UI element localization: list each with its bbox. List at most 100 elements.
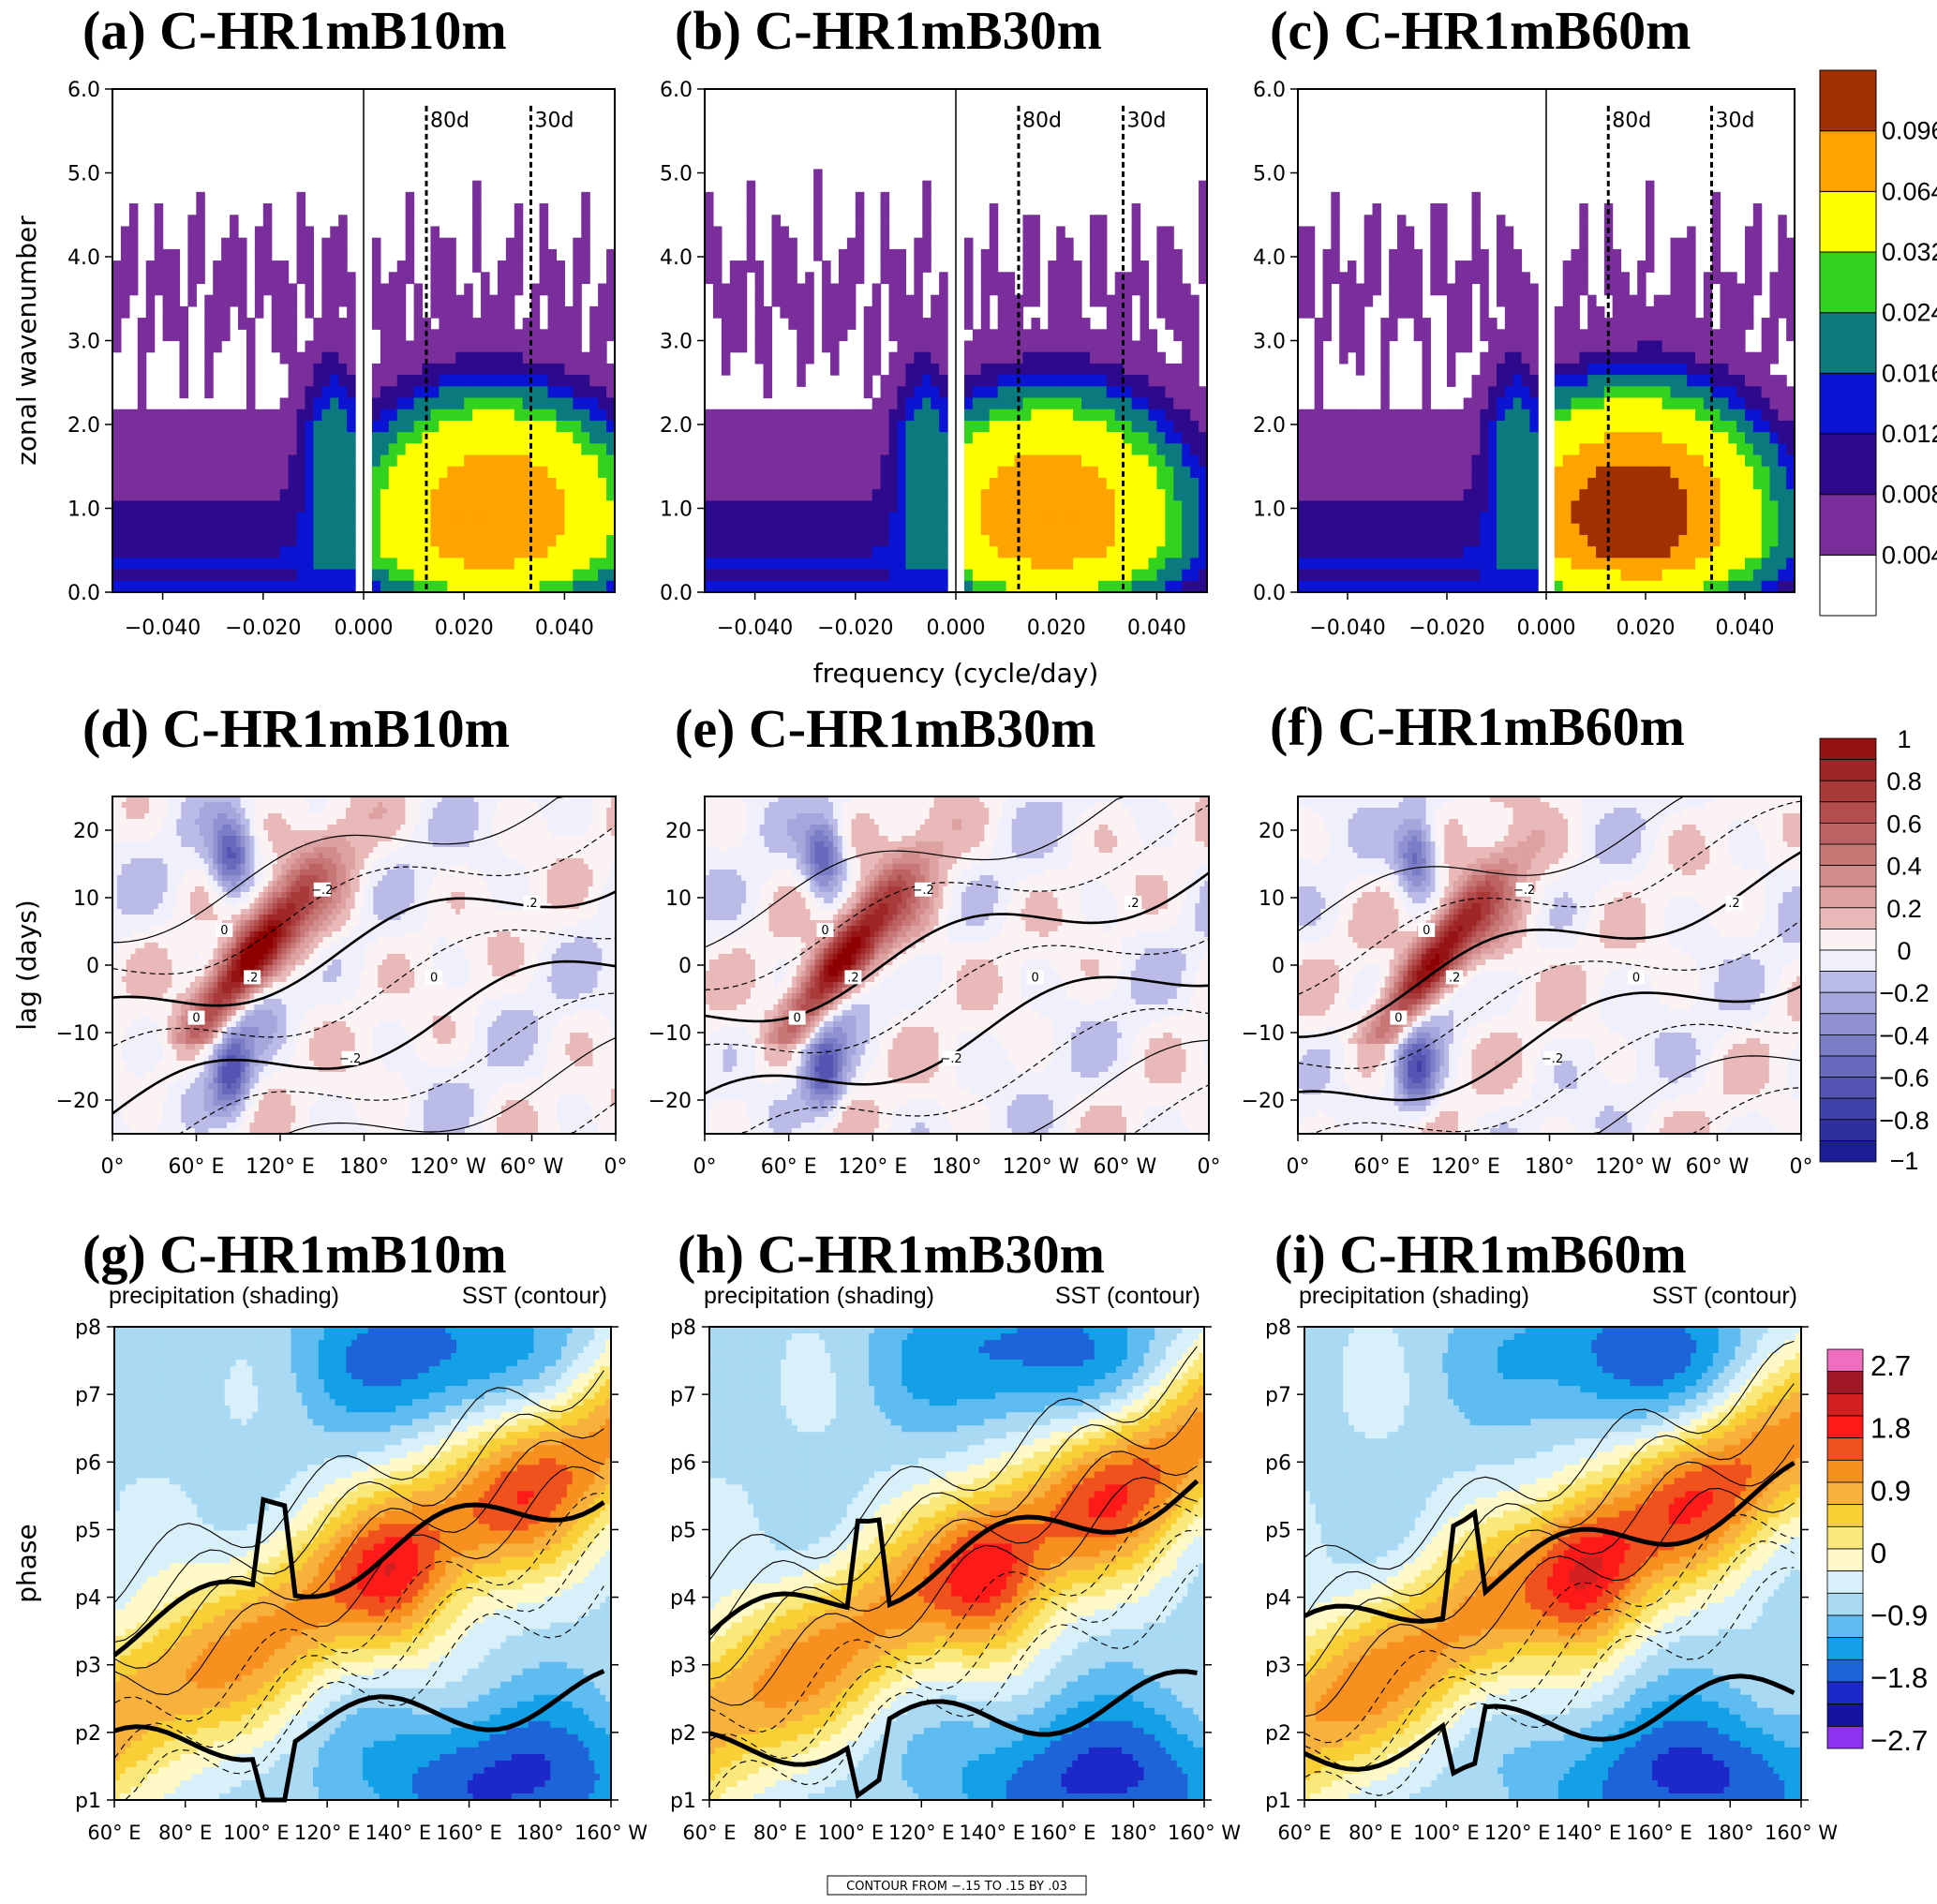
cell <box>1769 512 1779 525</box>
cell <box>888 363 899 376</box>
cell <box>380 580 390 593</box>
cell <box>1031 318 1040 330</box>
cell <box>1363 546 1374 558</box>
cell <box>1471 558 1481 571</box>
cell <box>813 477 823 490</box>
cell <box>1629 477 1638 490</box>
cell <box>1430 489 1439 501</box>
cell <box>447 375 456 387</box>
cell <box>914 318 923 330</box>
cell <box>162 796 169 803</box>
cell <box>729 283 739 296</box>
cell <box>1089 351 1099 364</box>
cell <box>1562 283 1572 296</box>
cell <box>1471 489 1481 501</box>
cell <box>505 294 515 307</box>
cell <box>1480 386 1489 399</box>
cell <box>1745 283 1754 296</box>
cell <box>922 363 931 376</box>
x-tick-label: −0.040 <box>717 617 793 640</box>
cell <box>382 796 388 803</box>
cell <box>153 802 159 809</box>
cell <box>1637 432 1646 444</box>
cell <box>547 477 558 490</box>
cell <box>1348 569 1357 582</box>
cell <box>606 796 612 803</box>
cell <box>347 386 356 399</box>
cell <box>1736 329 1746 342</box>
cell <box>371 294 381 307</box>
cell <box>1579 363 1588 376</box>
cell <box>505 569 515 582</box>
cell <box>530 466 541 479</box>
cell <box>1413 466 1423 479</box>
cell <box>1430 580 1439 593</box>
cell <box>464 512 473 525</box>
cell <box>405 363 415 376</box>
cell <box>1521 500 1530 513</box>
cell <box>1413 283 1423 296</box>
cell <box>1065 260 1074 273</box>
cell <box>547 466 558 479</box>
cell <box>530 558 541 571</box>
cell <box>1131 443 1141 456</box>
y-axis-label: zonal wavenumber <box>11 216 42 466</box>
cell <box>905 375 915 387</box>
cell <box>1571 409 1580 422</box>
cell <box>1497 432 1506 444</box>
cell <box>1182 523 1191 536</box>
cell <box>1562 546 1572 558</box>
cell <box>196 489 205 501</box>
cell <box>1629 443 1638 456</box>
cell <box>1056 226 1065 239</box>
cell <box>439 283 448 296</box>
cell <box>330 489 339 501</box>
cell <box>305 534 314 547</box>
cell <box>514 534 524 547</box>
cell <box>497 420 507 433</box>
cell <box>1745 512 1754 525</box>
cell <box>539 340 549 353</box>
cell <box>1769 546 1779 558</box>
cell <box>922 454 931 468</box>
cell <box>1497 409 1506 422</box>
cell <box>754 260 765 273</box>
cell <box>598 500 607 513</box>
cell <box>1123 375 1133 387</box>
cell <box>1620 363 1630 376</box>
cell <box>1339 454 1348 468</box>
cell <box>162 454 172 468</box>
cell <box>1148 397 1157 410</box>
cell <box>1769 432 1779 444</box>
cell <box>455 397 465 410</box>
cell <box>872 432 882 444</box>
cell <box>1711 443 1721 456</box>
cell <box>217 796 223 803</box>
cell <box>1140 512 1150 525</box>
cell <box>855 409 865 422</box>
cell <box>144 802 150 809</box>
x-tick-label: 0.040 <box>535 617 594 640</box>
cell <box>395 796 402 803</box>
cell <box>1048 466 1057 479</box>
cell <box>196 215 205 228</box>
cell <box>262 489 273 501</box>
cell <box>380 409 390 422</box>
cell <box>380 523 390 536</box>
cell <box>1123 305 1133 319</box>
cell <box>1620 466 1630 479</box>
cell <box>1031 546 1040 558</box>
cell <box>1778 283 1787 296</box>
cell <box>186 796 191 803</box>
cell <box>939 477 948 490</box>
cell <box>1056 523 1065 536</box>
cell <box>162 318 172 330</box>
cell <box>221 569 231 582</box>
cell <box>1629 363 1638 376</box>
cell <box>1646 523 1655 536</box>
cell <box>797 443 806 456</box>
cell <box>1123 351 1133 364</box>
cell <box>914 489 923 501</box>
cell <box>1156 477 1166 490</box>
cell <box>989 523 999 536</box>
